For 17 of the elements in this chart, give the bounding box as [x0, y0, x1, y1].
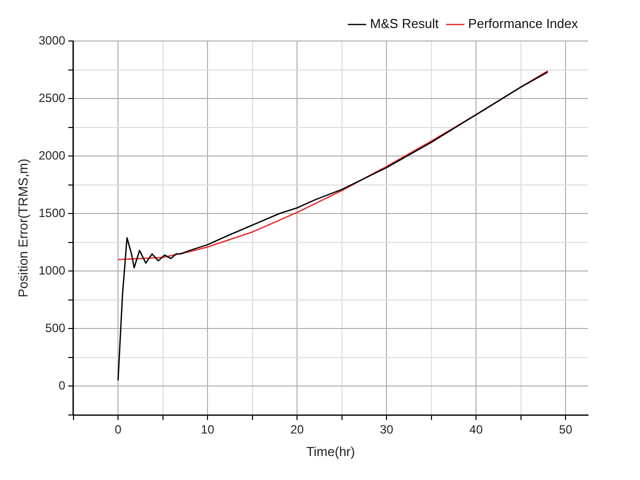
y-tick-label: 0: [58, 378, 66, 393]
x-tick-label: 40: [469, 422, 484, 437]
y-tick-label: 3000: [38, 33, 66, 48]
x-axis-title: Time(hr): [306, 444, 355, 459]
x-tick-label: 20: [290, 422, 304, 437]
x-tick-label: 10: [200, 422, 215, 437]
y-tick-label: 500: [45, 321, 66, 336]
y-axis-title: Position Error(TRMS,m): [15, 158, 30, 298]
y-tick-label: 1500: [38, 206, 66, 220]
legend-label: Performance Index: [468, 16, 578, 32]
x-tick-label: 30: [380, 422, 394, 437]
legend-label: M&S Result: [370, 16, 440, 32]
y-tick-label: 2500: [38, 90, 66, 105]
y-tick-label: 2000: [38, 148, 66, 162]
x-tick-label: 50: [558, 422, 573, 437]
y-tick-label: 1000: [38, 263, 66, 278]
x-tick-label: 0: [114, 422, 122, 437]
